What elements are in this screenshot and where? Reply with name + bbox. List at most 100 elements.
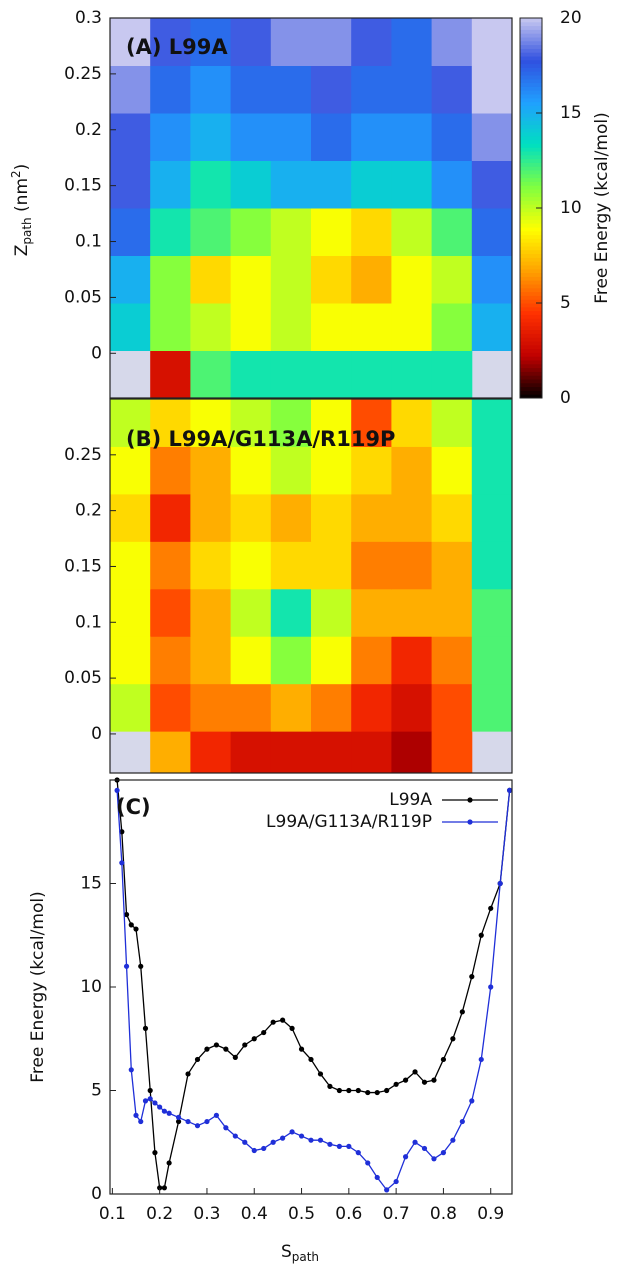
colorbar-segment	[520, 29, 542, 34]
heatmap-cell	[391, 350, 433, 399]
colorbar-segment	[520, 268, 542, 274]
heatmap-cell	[391, 683, 433, 732]
colorbar-segment	[520, 181, 542, 186]
colorbar-segment	[520, 48, 542, 53]
heatmap-cell	[150, 255, 191, 304]
y-tick-label: 0.1	[75, 612, 102, 632]
data-point	[232, 1054, 238, 1060]
data-point	[194, 1056, 201, 1063]
colorbar-segment	[520, 170, 542, 175]
data-point	[374, 1089, 380, 1096]
colorbar-segment	[520, 135, 542, 141]
colorbar-segment	[520, 173, 542, 179]
y-axis-label: Zpath (nm2)	[9, 164, 34, 257]
colorbar-segment	[520, 314, 542, 319]
colorbar-segment	[520, 272, 542, 277]
heatmap-cell	[190, 65, 232, 114]
colorbar-segment	[520, 246, 542, 251]
panel-title: (A) L99A	[126, 35, 228, 59]
x-tick-label: 0.7	[383, 1204, 410, 1224]
colorbar-segment	[520, 132, 542, 137]
heatmap-cell	[230, 683, 272, 732]
data-point	[213, 1042, 220, 1048]
y-tick-label: 0.25	[64, 64, 102, 84]
data-point	[114, 787, 120, 793]
heatmap-cell	[230, 446, 272, 495]
heatmap-cell	[190, 446, 232, 495]
colorbar-segment	[520, 238, 542, 243]
data-point	[402, 1077, 409, 1083]
heatmap-cell	[351, 255, 392, 304]
heatmap-cell	[270, 399, 312, 447]
colorbar-segment	[520, 356, 542, 361]
data-point	[497, 880, 503, 887]
heatmap-cell	[431, 113, 473, 161]
heatmap-cell	[230, 65, 272, 114]
heatmap-cell	[311, 636, 352, 685]
data-point	[161, 1108, 167, 1114]
heatmap-cell	[431, 350, 473, 399]
heatmap-cell	[150, 160, 191, 209]
label-part: Z	[12, 245, 32, 257]
heatmap-cell	[110, 493, 151, 542]
colorbar-segment	[520, 348, 542, 353]
heatmap-cell	[150, 113, 191, 161]
data-point	[133, 1112, 139, 1118]
heatmap-cell	[190, 113, 232, 161]
heatmap-cell	[311, 588, 352, 637]
y-tick-label: 0	[91, 724, 102, 744]
data-point	[317, 1137, 324, 1143]
colorbar-label: Free Energy (kcal/mol)	[592, 112, 612, 303]
heatmap-cell	[471, 208, 513, 256]
colorbar-segment	[520, 78, 542, 84]
colorbar-segment	[520, 390, 542, 395]
data-point	[421, 1145, 428, 1152]
heatmap-cell	[190, 208, 232, 256]
data-point	[459, 1118, 465, 1125]
heatmap-cell	[431, 18, 473, 66]
data-point	[450, 1036, 456, 1042]
data-point	[384, 1187, 390, 1193]
colorbar-segment	[520, 52, 542, 57]
colorbar-segment	[520, 116, 542, 122]
colorbar-segment	[520, 86, 542, 91]
data-point	[251, 1147, 257, 1154]
data-point	[223, 1125, 229, 1131]
plot-frame	[109, 17, 513, 399]
plots: 0510152000.050.10.150.20.250.300.050.10.…	[64, 8, 582, 1224]
data-point	[365, 1160, 371, 1166]
heatmap-cell	[110, 446, 151, 495]
colorbar-segment	[520, 189, 542, 194]
colorbar-segment	[520, 97, 542, 103]
data-point	[336, 1087, 342, 1094]
data-point	[459, 1009, 465, 1015]
heatmap-cell	[351, 588, 392, 637]
colorbar-segment	[520, 192, 542, 198]
heatmap-cell	[190, 683, 232, 732]
colorbar-segment	[520, 25, 542, 30]
colorbar-tick-label: 0	[560, 388, 571, 408]
colorbar-segment	[520, 352, 542, 357]
data-point	[327, 1083, 333, 1089]
colorbar-segment	[520, 109, 542, 114]
data-point	[327, 1141, 333, 1147]
data-point	[412, 1069, 418, 1075]
label-part: )	[12, 164, 32, 171]
heatmap-cell	[471, 113, 513, 161]
heatmap-cell	[351, 350, 392, 399]
colorbar-segment	[520, 261, 542, 266]
heatmap-cell	[431, 636, 473, 685]
heatmap-cell	[311, 160, 352, 209]
heatmap-cell	[270, 255, 312, 304]
heatmap-cell	[110, 399, 151, 447]
heatmap-cell	[110, 683, 151, 732]
heatmap-cell	[230, 493, 272, 542]
heatmap-cell	[311, 493, 352, 542]
data-point	[440, 1150, 447, 1156]
data-point	[412, 1139, 418, 1145]
heatmap-cell	[471, 683, 513, 732]
data-point	[242, 1042, 248, 1048]
heatmap-cell	[431, 731, 473, 774]
legend-label: L99A/G113A/R119P	[266, 812, 432, 832]
